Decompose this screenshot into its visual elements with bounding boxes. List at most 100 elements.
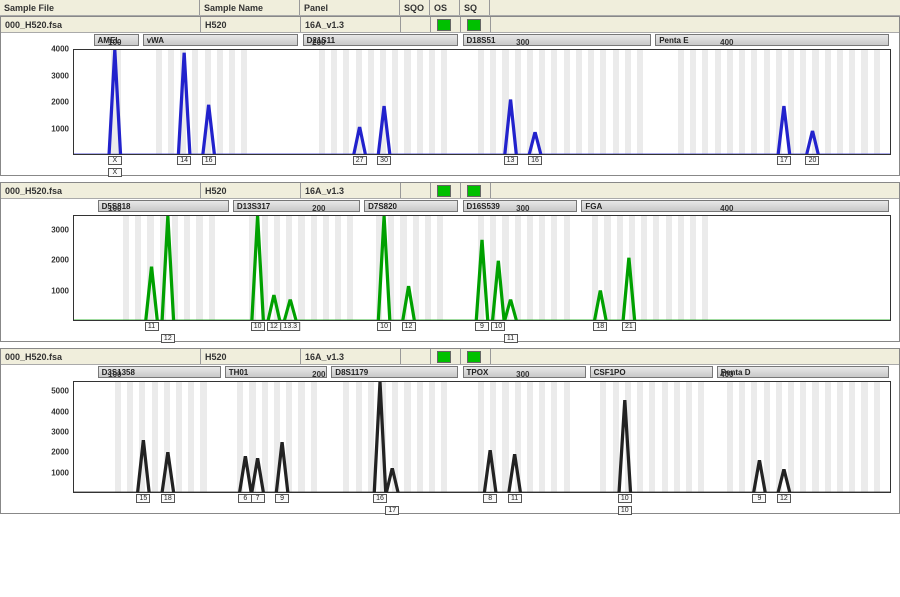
electropherogram-plot[interactable]: 100200300400XX1416273013161720: [73, 49, 891, 155]
allele-label[interactable]: 10: [251, 322, 265, 331]
sq-status-cell: [461, 17, 491, 32]
y-tick-label: 2000: [51, 98, 69, 107]
os-status-cell: [431, 183, 461, 198]
allele-label[interactable]: 15: [136, 494, 150, 503]
sq-status-cell: [461, 183, 491, 198]
trace-line: [74, 50, 890, 154]
allele-label[interactable]: 13: [504, 156, 518, 165]
allele-label-row: 151867916178111010912: [74, 494, 890, 508]
allele-label[interactable]: 20: [805, 156, 819, 165]
allele-label[interactable]: 9: [475, 322, 489, 331]
electropherogram-plot[interactable]: 1002003004001112101213.31012910111821: [73, 215, 891, 321]
sq-status-cell: [461, 349, 491, 364]
header-sample-name: Sample Name: [200, 0, 300, 15]
sample-name-cell: H520: [201, 17, 301, 32]
y-tick-label: 5000: [51, 387, 69, 396]
trace-svg: [74, 50, 890, 154]
sqo-cell: [401, 349, 431, 364]
panel-info-row: 000_H520.fsaH52016A_v1.3: [1, 183, 899, 199]
trace-svg: [74, 216, 890, 320]
y-axis: 1000200030004000: [1, 47, 73, 175]
x-tick-label: 400: [720, 370, 733, 379]
header-sample-file: Sample File: [0, 0, 200, 15]
square-status-icon: [467, 351, 481, 363]
allele-label[interactable]: 13.3: [280, 322, 300, 331]
trace-line: [74, 216, 890, 320]
panel-info-row: 000_H520.fsaH52016A_v1.3: [1, 17, 899, 33]
sqo-cell: [401, 17, 431, 32]
header-os: OS: [430, 0, 460, 15]
y-tick-label: 1000: [51, 468, 69, 477]
allele-label[interactable]: X: [108, 156, 122, 165]
allele-label[interactable]: 21: [622, 322, 636, 331]
allele-label[interactable]: 10: [377, 322, 391, 331]
square-status-icon: [437, 351, 451, 363]
column-header-row: Sample File Sample Name Panel SQO OS SQ: [0, 0, 900, 16]
sample-file-cell: 000_H520.fsa: [1, 183, 201, 198]
sample-file-cell: 000_H520.fsa: [1, 349, 201, 364]
panel-info-row: 000_H520.fsaH52016A_v1.3: [1, 349, 899, 365]
allele-label[interactable]: 10: [618, 506, 632, 515]
os-status-cell: [431, 349, 461, 364]
x-tick-label: 100: [108, 370, 121, 379]
header-sq: SQ: [460, 0, 490, 15]
allele-label[interactable]: 18: [593, 322, 607, 331]
allele-label[interactable]: 16: [202, 156, 216, 165]
allele-label[interactable]: 16: [373, 494, 387, 503]
x-tick-label: 300: [516, 38, 529, 47]
allele-label[interactable]: 9: [275, 494, 289, 503]
allele-label[interactable]: 12: [777, 494, 791, 503]
y-tick-label: 1000: [51, 124, 69, 133]
allele-label[interactable]: 12: [161, 334, 175, 343]
y-tick-label: 2000: [51, 256, 69, 265]
x-tick-label: 200: [312, 370, 325, 379]
y-tick-label: 3000: [51, 226, 69, 235]
square-status-icon: [467, 19, 481, 31]
allele-label[interactable]: 16: [528, 156, 542, 165]
sample-name-cell: H520: [201, 183, 301, 198]
chart-area: 1000200030004000100200300400XX1416273013…: [1, 47, 899, 175]
y-tick-label: 3000: [51, 427, 69, 436]
chart-area: 1000 2000 3000 4000 5000 10020030040015186791…: [1, 379, 899, 513]
y-tick-label: 1000: [51, 286, 69, 295]
x-axis: 100 200 300 400: [74, 370, 890, 380]
x-axis: 100200300400: [74, 204, 890, 214]
allele-label[interactable]: 30: [377, 156, 391, 165]
allele-label[interactable]: 17: [385, 506, 399, 515]
allele-label[interactable]: 11: [504, 334, 518, 343]
sqo-cell: [401, 183, 431, 198]
allele-label[interactable]: 14: [177, 156, 191, 165]
allele-label[interactable]: 12: [402, 322, 416, 331]
x-tick-label: 400: [720, 204, 733, 213]
header-sqo: SQO: [400, 0, 430, 15]
allele-label-row: XX1416273013161720: [74, 156, 890, 170]
square-status-icon: [437, 19, 451, 31]
y-axis: 1000 2000 3000: [1, 213, 73, 341]
allele-label[interactable]: 10: [618, 494, 632, 503]
x-tick-label: 300: [516, 370, 529, 379]
allele-label[interactable]: 27: [353, 156, 367, 165]
y-tick-label: 3000: [51, 71, 69, 80]
allele-label[interactable]: 11: [508, 494, 522, 503]
square-status-icon: [437, 185, 451, 197]
chart-area: 1000 2000 3000 1002003004001112101213.31012…: [1, 213, 899, 341]
allele-label[interactable]: 7: [251, 494, 265, 503]
allele-label[interactable]: X: [108, 168, 122, 177]
trace-svg: [74, 382, 890, 492]
os-status-cell: [431, 17, 461, 32]
allele-label[interactable]: 9: [752, 494, 766, 503]
y-tick-label: 2000: [51, 448, 69, 457]
allele-label[interactable]: 11: [145, 322, 159, 331]
allele-label[interactable]: 8: [483, 494, 497, 503]
x-tick-label: 100: [108, 38, 121, 47]
panel-name-cell: 16A_v1.3: [301, 349, 401, 364]
allele-label[interactable]: 18: [161, 494, 175, 503]
y-tick-label: 4000: [51, 407, 69, 416]
allele-label[interactable]: 12: [267, 322, 281, 331]
electropherogram-plot[interactable]: 100200300400151867916178111010912: [73, 381, 891, 493]
x-tick-label: 200: [312, 204, 325, 213]
sample-file-cell: 000_H520.fsa: [1, 17, 201, 32]
allele-label[interactable]: 10: [491, 322, 505, 331]
panel-name-cell: 16A_v1.3: [301, 183, 401, 198]
allele-label[interactable]: 17: [777, 156, 791, 165]
